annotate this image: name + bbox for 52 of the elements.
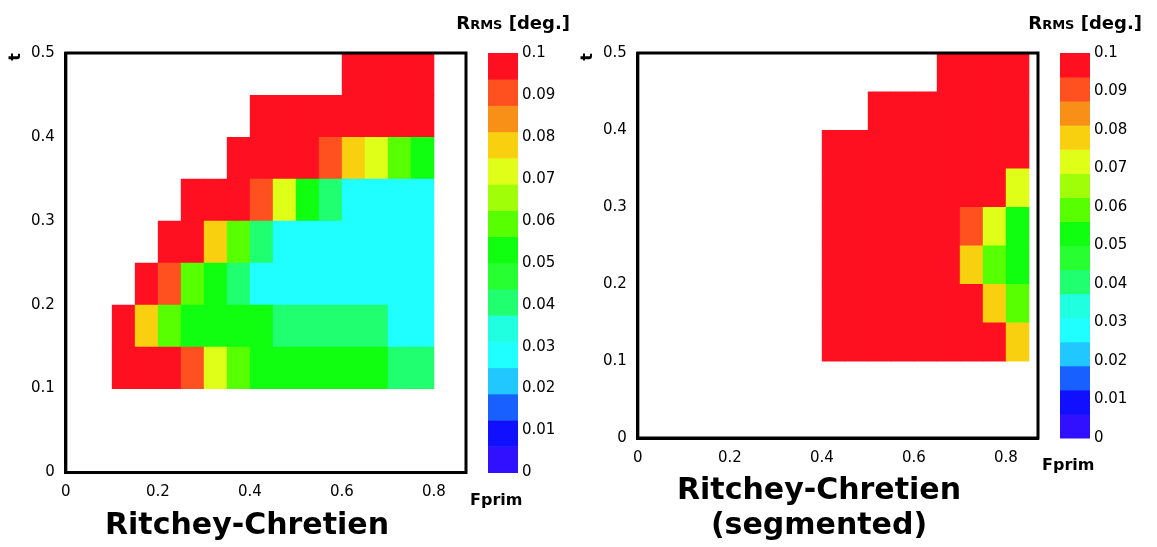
text: Ritchey-Chretien (segmented) <box>676 471 962 541</box>
x-tick-label: 0 <box>61 482 71 501</box>
x-tick-label: 0 <box>633 447 643 466</box>
color-bar-label: 0.02 <box>522 378 556 397</box>
color-bar-label: 0.01 <box>1094 389 1128 408</box>
color-bar-label: 0.09 <box>522 84 556 103</box>
y-axis-title: t <box>577 52 597 61</box>
x-tick-label: 0.8 <box>993 447 1018 466</box>
x-tick-label: 0.6 <box>329 482 354 501</box>
x-tick-label: 0.4 <box>809 447 834 466</box>
x-tick-label: 0.8 <box>421 482 446 501</box>
color-bar-label: 0.03 <box>1094 312 1128 331</box>
color-bar-label: 0.04 <box>1094 273 1128 292</box>
y-tick-label: 0 <box>45 462 55 481</box>
color-bar-label: 0.08 <box>1094 119 1128 138</box>
color-bar-label: 0.1 <box>1094 42 1118 61</box>
y-tick-label: 0.4 <box>603 119 627 138</box>
color-bar-label: 0.07 <box>522 168 556 187</box>
x-tick-label: 0.4 <box>237 482 262 501</box>
color-bar-title: RRMS [deg.] <box>1028 12 1143 33</box>
x-axis-title: Fprim <box>1042 455 1095 475</box>
color-bar-label: 0.01 <box>522 420 556 439</box>
x-tick-label: 0.6 <box>901 447 926 466</box>
color-bar-label: 0.02 <box>1094 350 1128 369</box>
y-tick-label: 0.4 <box>31 126 55 145</box>
color-bar-label: 0.05 <box>522 252 556 271</box>
y-axis-title: t <box>5 52 25 61</box>
color-bar-label: 0.05 <box>1094 235 1128 254</box>
color-bar-label: 0.09 <box>1094 81 1128 100</box>
color-bar-label: 0 <box>522 462 532 481</box>
y-tick-label: 0 <box>617 427 627 446</box>
y-tick-label: 0.3 <box>31 210 55 229</box>
x-axis-title: Fprim <box>470 489 523 509</box>
color-bar-label: 0.04 <box>522 294 556 313</box>
y-tick-label: 0.2 <box>31 294 55 313</box>
color-bar-label: 0 <box>1094 427 1104 446</box>
color-bar-title: RRMS [deg.] <box>456 12 571 33</box>
x-tick-label: 0.2 <box>145 482 170 501</box>
y-tick-label: 0.5 <box>603 42 627 61</box>
y-tick-label: 0.2 <box>603 273 627 292</box>
color-bar-label: 0.1 <box>522 42 546 61</box>
color-bar-label: 0.06 <box>1094 196 1128 215</box>
text: Ritchey-Chretien <box>104 505 390 541</box>
y-tick-label: 0.1 <box>31 378 55 397</box>
x-tick-label: 0.2 <box>717 447 742 466</box>
y-tick-label: 0.5 <box>31 42 55 61</box>
color-bar-label: 0.08 <box>522 126 556 145</box>
y-tick-label: 0.1 <box>603 350 627 369</box>
color-bar-label: 0.03 <box>522 336 556 355</box>
color-bar-label: 0.06 <box>522 210 556 229</box>
color-bar-label: 0.07 <box>1094 158 1128 177</box>
y-tick-label: 0.3 <box>603 196 627 215</box>
